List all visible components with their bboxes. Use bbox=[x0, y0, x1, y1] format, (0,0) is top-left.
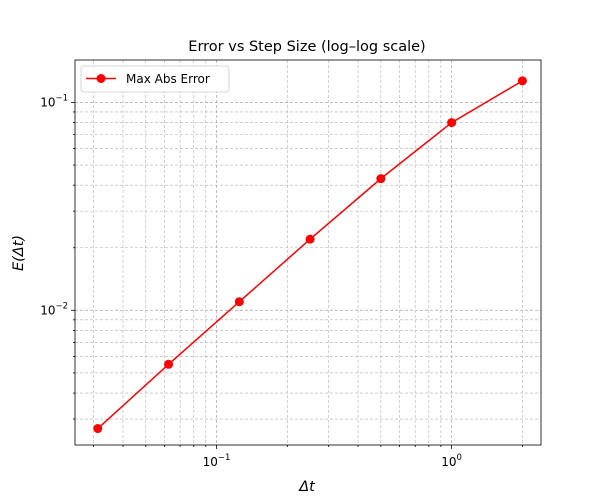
data-point bbox=[164, 359, 174, 369]
grid bbox=[75, 60, 541, 445]
legend-label: Max Abs Error bbox=[126, 72, 210, 86]
legend: Max Abs Error bbox=[80, 65, 230, 93]
data-point bbox=[376, 174, 386, 184]
series-line bbox=[97, 80, 523, 430]
ticks: 10−1 100 10−2 10−1 bbox=[40, 93, 523, 469]
data-point bbox=[234, 297, 244, 307]
y-tick-label: 10−2 bbox=[40, 301, 68, 317]
x-axis-label-text: Δt bbox=[298, 479, 316, 495]
y-axis-label: E(Δt) bbox=[11, 235, 27, 271]
legend-point-marker bbox=[96, 74, 106, 83]
series-layer bbox=[93, 76, 527, 434]
x-tick-label: 10−1 bbox=[203, 453, 231, 469]
chart-title: Error vs Step Size (log–log scale) bbox=[188, 39, 425, 55]
y-tick-label: 10−1 bbox=[40, 93, 68, 109]
data-point bbox=[447, 118, 457, 128]
plot-frame bbox=[74, 59, 542, 446]
data-point bbox=[305, 234, 315, 244]
x-axis-label: Δt bbox=[298, 479, 316, 495]
data-point bbox=[93, 424, 103, 434]
data-point bbox=[517, 76, 527, 86]
legend-box bbox=[80, 65, 230, 93]
x-tick-label: 100 bbox=[441, 453, 462, 469]
